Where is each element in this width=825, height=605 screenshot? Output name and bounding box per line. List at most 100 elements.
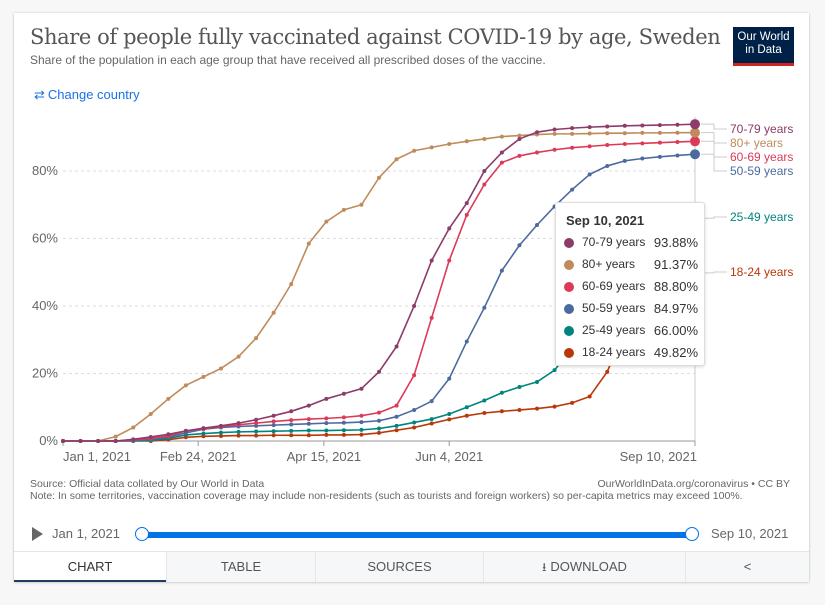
- data-point: [482, 410, 487, 415]
- x-tick-label: Sep 10, 2021: [620, 449, 697, 464]
- tab-chart[interactable]: CHART: [14, 552, 166, 582]
- data-point: [517, 243, 522, 248]
- data-point: [552, 131, 557, 136]
- data-point: [657, 140, 662, 145]
- source-note: Source: Official data collated by Our Wo…: [30, 478, 790, 502]
- leader-line: [701, 132, 727, 144]
- data-point: [394, 344, 399, 349]
- series-end-point: [690, 119, 700, 130]
- data-point: [640, 130, 645, 135]
- data-point: [131, 437, 136, 442]
- data-point: [552, 127, 557, 132]
- data-point: [482, 305, 487, 310]
- data-point: [341, 415, 346, 420]
- data-point: [394, 423, 399, 428]
- tooltip-row: 70-79 years 93.88%: [564, 235, 698, 253]
- data-point: [61, 439, 65, 443]
- data-point: [447, 417, 452, 422]
- data-point: [605, 369, 610, 374]
- data-point: [324, 416, 329, 421]
- data-point: [570, 145, 575, 150]
- data-point: [587, 394, 592, 399]
- data-point: [412, 148, 417, 153]
- change-country-button[interactable]: ⇄ Change country: [34, 87, 140, 103]
- logo-bar: [733, 63, 794, 66]
- data-point: [499, 390, 504, 395]
- line-chart[interactable]: 0% 20% 40% 60% 80% Jan 1, 2021 Feb 24, 2021 Ap…: [14, 13, 809, 473]
- tooltip-series-value: 49.82%: [653, 345, 698, 360]
- tooltip-series-value: 66.00%: [653, 323, 698, 338]
- data-point: [166, 432, 171, 437]
- timeline-start-handle[interactable]: [135, 527, 149, 541]
- data-point: [499, 160, 504, 165]
- data-point: [499, 268, 504, 273]
- data-point: [464, 405, 469, 410]
- data-point: [183, 428, 188, 433]
- data-point: [622, 131, 627, 136]
- data-point: [219, 366, 223, 371]
- data-point: [254, 336, 259, 341]
- legend-label-60-69: 60-69 years: [730, 150, 793, 164]
- leader-line: [701, 271, 727, 274]
- data-point: [570, 131, 575, 136]
- tooltip-series-name: 70-79 years: [582, 235, 646, 249]
- timeline-end-label: Sep 10, 2021: [711, 526, 789, 541]
- series-end-point: [690, 149, 700, 160]
- data-point: [605, 124, 610, 129]
- leader-line: [701, 123, 727, 130]
- legend-label-50-59: 50-59 years: [730, 164, 793, 178]
- y-tick-label: 0%: [39, 433, 58, 448]
- data-point: [587, 125, 592, 130]
- series-end-point: [690, 136, 700, 147]
- data-point: [236, 433, 241, 438]
- data-point: [377, 426, 381, 431]
- data-point: [605, 131, 610, 136]
- data-point: [675, 130, 680, 135]
- tooltip-color-dot: [564, 282, 574, 292]
- data-point: [289, 418, 294, 423]
- change-country-label: Change country: [47, 87, 140, 102]
- data-point: [306, 433, 311, 438]
- tooltip-row: 25-49 years 66.00%: [564, 323, 698, 341]
- data-point: [201, 374, 206, 379]
- data-point: [447, 226, 452, 231]
- data-point: [482, 136, 487, 141]
- data-point: [254, 417, 259, 422]
- data-point: [622, 142, 627, 146]
- data-point: [675, 139, 680, 144]
- legend-label-70-79: 70-79 years: [730, 122, 793, 136]
- owid-logo[interactable]: Our World in Data: [733, 27, 794, 66]
- data-point: [587, 131, 592, 136]
- data-point: [429, 145, 434, 150]
- timeline-end-handle[interactable]: [685, 527, 699, 541]
- logo-line-2: in Data: [745, 44, 782, 56]
- leader-line: [701, 153, 727, 172]
- data-point: [517, 153, 522, 158]
- data-point: [464, 212, 469, 217]
- data-point: [324, 219, 329, 224]
- tooltip-series-value: 84.97%: [653, 301, 698, 316]
- tooltip-series-name: 25-49 years: [582, 323, 646, 337]
- tab-sources[interactable]: SOURCES: [315, 552, 483, 582]
- data-point: [359, 427, 364, 432]
- tooltip-row: 80+ years 91.37%: [564, 257, 698, 275]
- tooltip: Sep 10, 2021 70-79 years 93.88% 80+ years 9…: [555, 202, 705, 366]
- tab-download[interactable]: ⭳ DOWNLOAD: [483, 552, 685, 582]
- tooltip-color-dot: [564, 260, 574, 270]
- data-point: [394, 403, 399, 408]
- source-url[interactable]: OurWorldInData.org/coronavirus • CC BY: [597, 478, 790, 490]
- data-point: [447, 412, 452, 416]
- legend-label-25-49: 25-49 years: [730, 210, 793, 224]
- data-point: [113, 439, 118, 443]
- data-point: [271, 310, 276, 315]
- data-point: [570, 187, 575, 192]
- data-point: [289, 282, 294, 287]
- timeline-track[interactable]: [142, 532, 692, 538]
- tab-share[interactable]: <: [685, 552, 809, 582]
- data-point: [219, 430, 223, 435]
- play-icon[interactable]: [32, 527, 43, 541]
- x-tick-label: Feb 24, 2021: [160, 449, 237, 464]
- tooltip-color-dot: [564, 348, 574, 358]
- data-point: [657, 130, 662, 135]
- tab-table[interactable]: TABLE: [166, 552, 315, 582]
